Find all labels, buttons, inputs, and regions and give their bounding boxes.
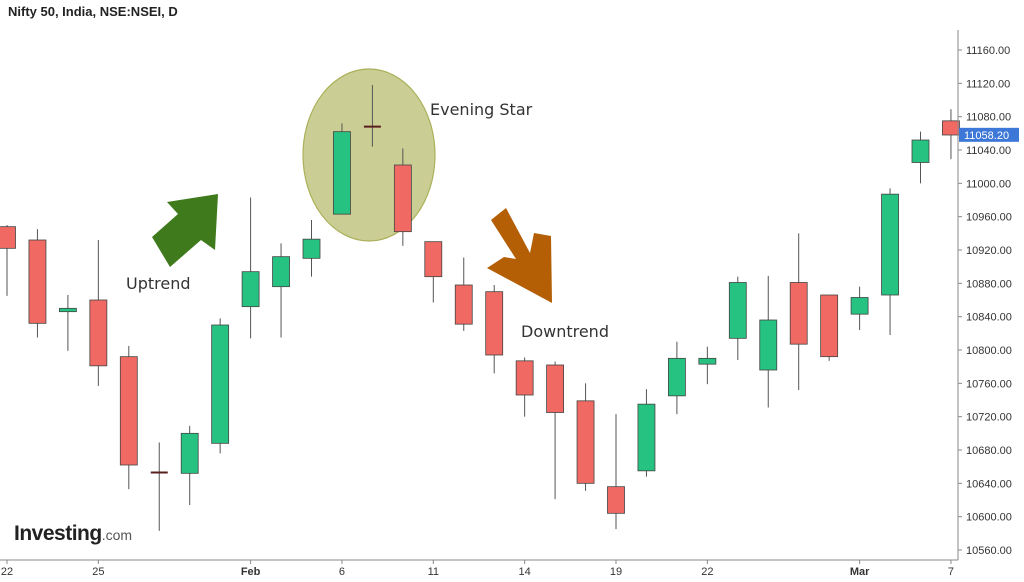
- y-tick-label: 10800.00: [966, 345, 1012, 357]
- y-tick-label: 10840.00: [966, 312, 1012, 324]
- y-tick-label: 10920.00: [966, 245, 1012, 257]
- y-tick-label: 11160.00: [966, 45, 1010, 57]
- last-price-tag-label: 11058.20: [964, 130, 1009, 142]
- y-tick-label: 10560.00: [966, 545, 1012, 557]
- candle-body-up: [180, 432, 199, 474]
- y-tick-label: 10600.00: [966, 512, 1012, 524]
- x-tick-label: 11: [428, 566, 439, 578]
- y-tick-label: 11000.00: [966, 178, 1011, 190]
- candle-body-up: [333, 131, 351, 215]
- candle-body-down: [789, 282, 808, 345]
- candle-body-down: [454, 284, 473, 325]
- annotation-uptrend: Uptrend: [126, 274, 191, 293]
- candle-body-down: [576, 400, 595, 484]
- x-tick-label: 22: [701, 566, 713, 578]
- candle-body-down: [485, 291, 504, 356]
- candle-body-down: [820, 294, 839, 358]
- x-tick-label: 14: [519, 566, 531, 578]
- candle-body-up: [850, 297, 869, 315]
- candle-layer: [0, 120, 960, 514]
- candle-body-down: [119, 356, 138, 466]
- candle-body-up: [272, 256, 290, 288]
- candle-body-up: [698, 357, 717, 365]
- y-tick-label: 11120.00: [966, 78, 1010, 90]
- candle-body-down: [942, 120, 960, 136]
- candle-body-up: [911, 139, 930, 163]
- y-tick-label: 10760.00: [966, 378, 1012, 390]
- logo-suffix: .com: [101, 527, 133, 543]
- x-tick-label: 6: [339, 566, 345, 578]
- y-tick-label: 11080.00: [966, 112, 1011, 124]
- x-tick-label: Feb: [241, 566, 261, 578]
- evening-star-highlight: [302, 68, 436, 242]
- candle-body-down: [89, 299, 108, 367]
- candle-body-up: [728, 282, 747, 339]
- candle-body-down: [546, 364, 564, 413]
- y-tick-label: 10720.00: [966, 412, 1012, 424]
- logo-wordmark: Investing: [14, 522, 102, 545]
- candle-body-down: [0, 226, 16, 249]
- candle-body-up: [668, 357, 686, 397]
- candle-body-down: [393, 164, 412, 233]
- axis-layer: [0, 30, 959, 561]
- y-tick-label: 10680.00: [966, 445, 1012, 457]
- candle-body-up: [241, 271, 260, 308]
- y-tick-label: 10880.00: [966, 278, 1012, 290]
- annotation-evening-star: Evening Star: [430, 100, 533, 119]
- candle-body-down: [28, 239, 47, 324]
- candle-body-down: [424, 241, 443, 278]
- wick-layer: [6, 85, 952, 531]
- y-tick-label: 10640.00: [966, 478, 1012, 490]
- y-tick-label: 11040.00: [966, 145, 1011, 157]
- x-tick-layer: 22 25 Feb 6 11 14 19 22 Mar 7: [1, 560, 954, 578]
- candle-body-down: [515, 360, 534, 396]
- uptrend-arrow-icon: [152, 194, 218, 267]
- y-tick-layer: 10560.00 10600.00 10640.00 10680.00 10720.00…: [958, 45, 1012, 557]
- x-tick-label: Mar: [850, 566, 870, 578]
- chart-title: Nifty 50, India, NSE:NSEI, D: [8, 4, 178, 19]
- x-tick-label: 19: [610, 566, 622, 578]
- x-tick-label: 25: [92, 566, 104, 578]
- last-price-tag-background: [959, 127, 1019, 142]
- last-price-tag: 11058.20: [959, 127, 1019, 142]
- candle-body-down: [607, 486, 625, 514]
- investing-logo: Investing.com: [14, 522, 132, 546]
- x-tick-label: 22: [1, 566, 13, 578]
- y-tick-label: 10960.00: [966, 212, 1012, 224]
- x-tick-label: 7: [948, 566, 954, 578]
- candle-body-up: [302, 238, 321, 259]
- downtrend-arrow-icon: [487, 208, 552, 303]
- annotation-layer: Evening Star Uptrend Downtrend: [126, 100, 609, 341]
- candle-body-up: [759, 319, 778, 371]
- annotation-downtrend: Downtrend: [521, 322, 609, 341]
- candle-body-up: [637, 403, 656, 472]
- candle-body-up: [211, 324, 230, 444]
- candle-body-up: [881, 193, 899, 296]
- candle-body-up: [59, 307, 77, 313]
